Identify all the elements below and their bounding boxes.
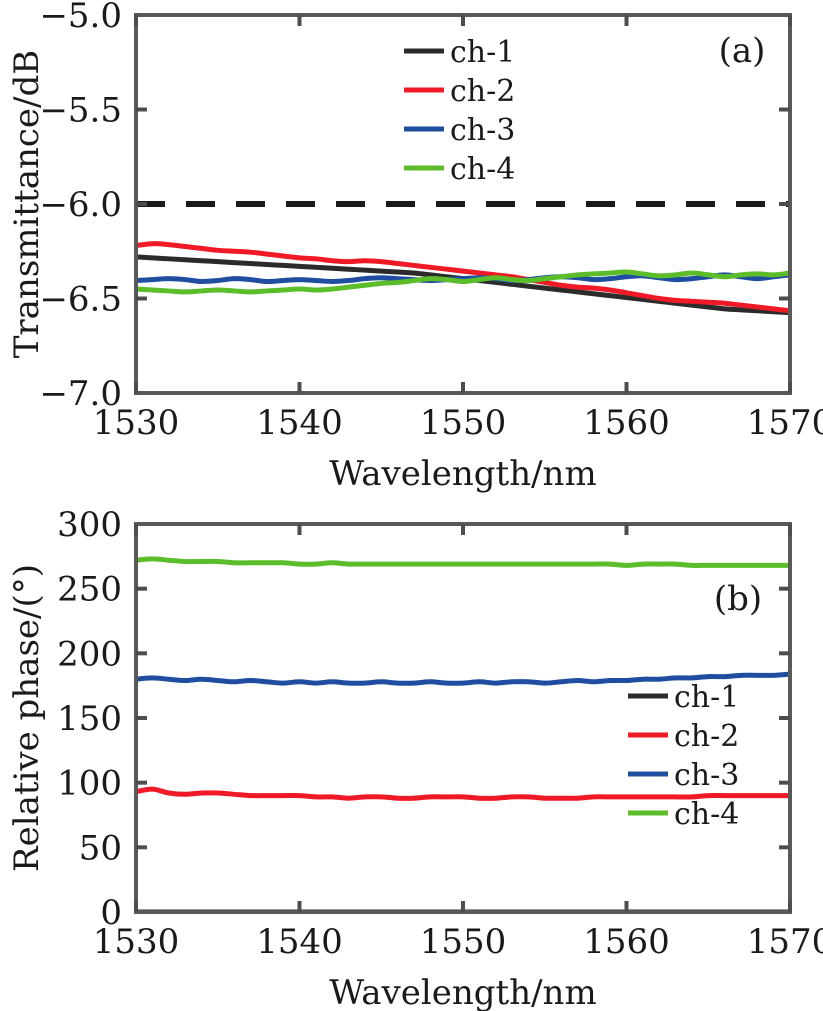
y-axis-title: Transmittance/dB bbox=[7, 50, 47, 359]
legend-label-ch-2: ch-2 bbox=[450, 74, 515, 109]
x-tick-label-1560: 1560 bbox=[583, 403, 670, 443]
mask-right bbox=[792, 500, 823, 1011]
x-axis-title: Wavelength/nm bbox=[329, 454, 596, 494]
y-tick-label-250: 250 bbox=[57, 570, 122, 610]
y-tick-label--5: −5.0 bbox=[39, 0, 122, 36]
y-tick-label-50: 50 bbox=[79, 828, 122, 868]
x-axis-title: Wavelength/nm bbox=[329, 973, 596, 1011]
plot-background bbox=[136, 524, 790, 912]
x-tick-label-1570: 1570 bbox=[747, 403, 823, 443]
y-tick-label--5.5: −5.5 bbox=[39, 91, 122, 131]
y-tick-label--6: −6.0 bbox=[39, 185, 122, 225]
legend-label-ch-4: ch-4 bbox=[674, 797, 739, 832]
mask-bottom bbox=[0, 395, 823, 500]
x-tick-label-1530: 1530 bbox=[93, 403, 180, 443]
y-tick-label-200: 200 bbox=[57, 634, 122, 674]
panel-label: (b) bbox=[714, 579, 762, 619]
legend-label-ch-1: ch-1 bbox=[450, 35, 515, 70]
panel-a-transmittance: 1530 1540 1550 1560 1570 −7.0 −6.5 −6.0 −5.5 −5.0… bbox=[0, 0, 823, 500]
x-tick-label-1530: 1530 bbox=[93, 922, 180, 962]
series-line-ch-2 bbox=[133, 241, 793, 314]
mask-left bbox=[0, 500, 136, 1011]
series-line-ch-3 bbox=[133, 272, 793, 285]
series-line-ch-4 bbox=[133, 269, 793, 295]
panel-b-relative-phase: 1530 1540 1550 1560 1570 0 50 100 150 200 250 300 Wa… bbox=[0, 500, 823, 1011]
series-line-ch-4 bbox=[133, 556, 793, 568]
y-tick-label-0: 0 bbox=[100, 893, 122, 933]
x-tick-label-1540: 1540 bbox=[256, 403, 343, 443]
x-tick-label-1560: 1560 bbox=[583, 922, 670, 962]
y-tick-label-300: 300 bbox=[57, 505, 122, 545]
legend-label-ch-3: ch-3 bbox=[450, 113, 515, 148]
y-tick-label--7: −7.0 bbox=[39, 374, 122, 414]
mask-right bbox=[792, 0, 823, 500]
y-tick-label-100: 100 bbox=[57, 764, 122, 804]
series-line-ch-3 bbox=[133, 671, 793, 686]
x-tick-label-1550: 1550 bbox=[420, 403, 507, 443]
legend-label-ch-2: ch-2 bbox=[674, 719, 739, 754]
x-tick-label-1570: 1570 bbox=[747, 922, 823, 962]
x-tick-label-1540: 1540 bbox=[256, 922, 343, 962]
series-line-ch-2 bbox=[133, 786, 793, 801]
x-tick-label-1550: 1550 bbox=[420, 922, 507, 962]
legend-label-ch-1: ch-1 bbox=[674, 680, 739, 715]
panel-label: (a) bbox=[719, 31, 766, 71]
y-tick-label-150: 150 bbox=[57, 699, 122, 739]
mask-bottom bbox=[0, 914, 823, 1011]
mask-top bbox=[0, 0, 823, 15]
y-tick-label--6.5: −6.5 bbox=[39, 280, 122, 320]
mask-top bbox=[0, 500, 823, 524]
mask-left bbox=[0, 0, 136, 500]
panel-b-svg: 1530 1540 1550 1560 1570 0 50 100 150 200 250 300 Wa… bbox=[0, 500, 823, 1011]
panel-a-svg: 1530 1540 1550 1560 1570 −7.0 −6.5 −6.0 −5.5 −5.0… bbox=[0, 0, 823, 500]
legend-label-ch-4: ch-4 bbox=[450, 152, 515, 187]
y-axis-title: Relative phase/(°) bbox=[7, 564, 47, 872]
legend-label-ch-3: ch-3 bbox=[674, 758, 739, 793]
